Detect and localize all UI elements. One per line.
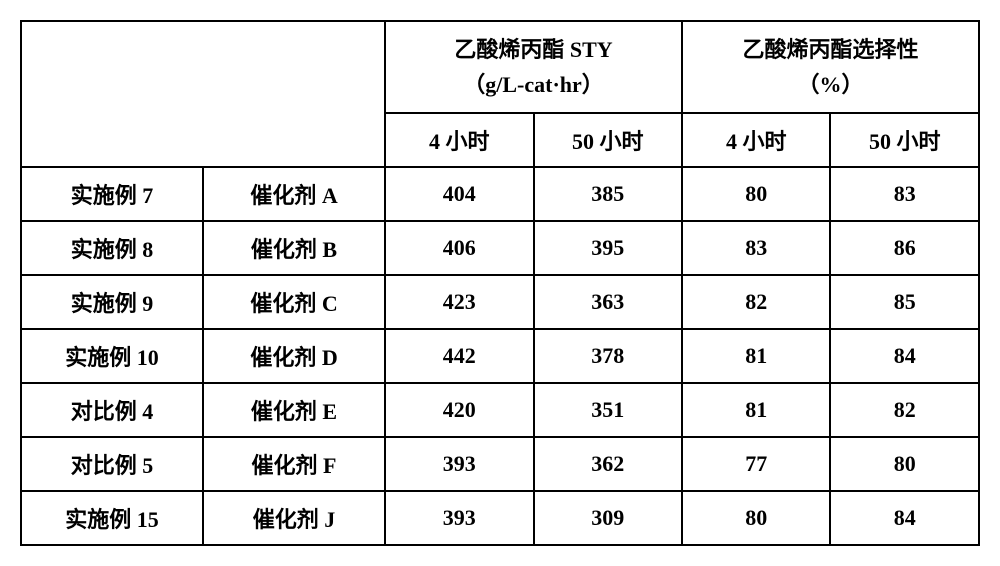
table-row: 实施例 10 催化剂 D 442 378 81 84 bbox=[21, 329, 979, 383]
table-container: 乙酸烯丙酯 STY （g/L-cat·hr） 乙酸烯丙酯选择性 （%） 4 小时… bbox=[20, 20, 980, 546]
cell-catalyst: 催化剂 F bbox=[203, 437, 385, 491]
header-sty-4h: 4 小时 bbox=[385, 113, 533, 167]
cell-sty-50h: 309 bbox=[534, 491, 682, 545]
cell-sel-4h: 82 bbox=[682, 275, 830, 329]
cell-catalyst: 催化剂 A bbox=[203, 167, 385, 221]
cell-sty-4h: 442 bbox=[385, 329, 533, 383]
cell-catalyst: 催化剂 D bbox=[203, 329, 385, 383]
cell-example: 对比例 4 bbox=[21, 383, 203, 437]
cell-sel-50h: 83 bbox=[830, 167, 979, 221]
cell-sel-4h: 80 bbox=[682, 491, 830, 545]
cell-sel-50h: 86 bbox=[830, 221, 979, 275]
cell-sel-50h: 84 bbox=[830, 491, 979, 545]
table-row: 对比例 5 催化剂 F 393 362 77 80 bbox=[21, 437, 979, 491]
table-row: 实施例 9 催化剂 C 423 363 82 85 bbox=[21, 275, 979, 329]
header-blank bbox=[21, 21, 385, 167]
cell-example: 实施例 7 bbox=[21, 167, 203, 221]
cell-sty-4h: 404 bbox=[385, 167, 533, 221]
header-row-1: 乙酸烯丙酯 STY （g/L-cat·hr） 乙酸烯丙酯选择性 （%） bbox=[21, 21, 979, 113]
data-table: 乙酸烯丙酯 STY （g/L-cat·hr） 乙酸烯丙酯选择性 （%） 4 小时… bbox=[20, 20, 980, 546]
cell-sty-4h: 423 bbox=[385, 275, 533, 329]
cell-sty-4h: 420 bbox=[385, 383, 533, 437]
header-sel-line1: 乙酸烯丙酯选择性 bbox=[689, 32, 972, 67]
cell-sty-50h: 395 bbox=[534, 221, 682, 275]
header-sty-line1: 乙酸烯丙酯 STY bbox=[392, 32, 675, 67]
table-row: 实施例 7 催化剂 A 404 385 80 83 bbox=[21, 167, 979, 221]
cell-sty-50h: 351 bbox=[534, 383, 682, 437]
cell-example: 实施例 15 bbox=[21, 491, 203, 545]
cell-sty-4h: 393 bbox=[385, 491, 533, 545]
cell-catalyst: 催化剂 B bbox=[203, 221, 385, 275]
cell-sty-50h: 385 bbox=[534, 167, 682, 221]
cell-sel-50h: 80 bbox=[830, 437, 979, 491]
table-row: 实施例 8 催化剂 B 406 395 83 86 bbox=[21, 221, 979, 275]
cell-sty-4h: 393 bbox=[385, 437, 533, 491]
cell-sel-4h: 81 bbox=[682, 383, 830, 437]
cell-example: 实施例 8 bbox=[21, 221, 203, 275]
cell-sel-4h: 81 bbox=[682, 329, 830, 383]
cell-example: 对比例 5 bbox=[21, 437, 203, 491]
cell-catalyst: 催化剂 E bbox=[203, 383, 385, 437]
table-body: 实施例 7 催化剂 A 404 385 80 83 实施例 8 催化剂 B 40… bbox=[21, 167, 979, 545]
header-sty-line2: （g/L-cat·hr） bbox=[392, 67, 675, 102]
cell-sty-50h: 363 bbox=[534, 275, 682, 329]
cell-sty-50h: 362 bbox=[534, 437, 682, 491]
cell-sel-4h: 80 bbox=[682, 167, 830, 221]
cell-sel-50h: 84 bbox=[830, 329, 979, 383]
cell-catalyst: 催化剂 J bbox=[203, 491, 385, 545]
cell-sty-50h: 378 bbox=[534, 329, 682, 383]
header-sty-group: 乙酸烯丙酯 STY （g/L-cat·hr） bbox=[385, 21, 682, 113]
table-row: 对比例 4 催化剂 E 420 351 81 82 bbox=[21, 383, 979, 437]
header-sel-50h: 50 小时 bbox=[830, 113, 979, 167]
cell-example: 实施例 9 bbox=[21, 275, 203, 329]
header-sel-line2: （%） bbox=[689, 67, 972, 102]
cell-sty-4h: 406 bbox=[385, 221, 533, 275]
table-row: 实施例 15 催化剂 J 393 309 80 84 bbox=[21, 491, 979, 545]
header-sty-50h: 50 小时 bbox=[534, 113, 682, 167]
cell-catalyst: 催化剂 C bbox=[203, 275, 385, 329]
cell-sel-4h: 77 bbox=[682, 437, 830, 491]
cell-sel-4h: 83 bbox=[682, 221, 830, 275]
cell-sel-50h: 85 bbox=[830, 275, 979, 329]
cell-sel-50h: 82 bbox=[830, 383, 979, 437]
cell-example: 实施例 10 bbox=[21, 329, 203, 383]
header-sel-4h: 4 小时 bbox=[682, 113, 830, 167]
header-sel-group: 乙酸烯丙酯选择性 （%） bbox=[682, 21, 979, 113]
